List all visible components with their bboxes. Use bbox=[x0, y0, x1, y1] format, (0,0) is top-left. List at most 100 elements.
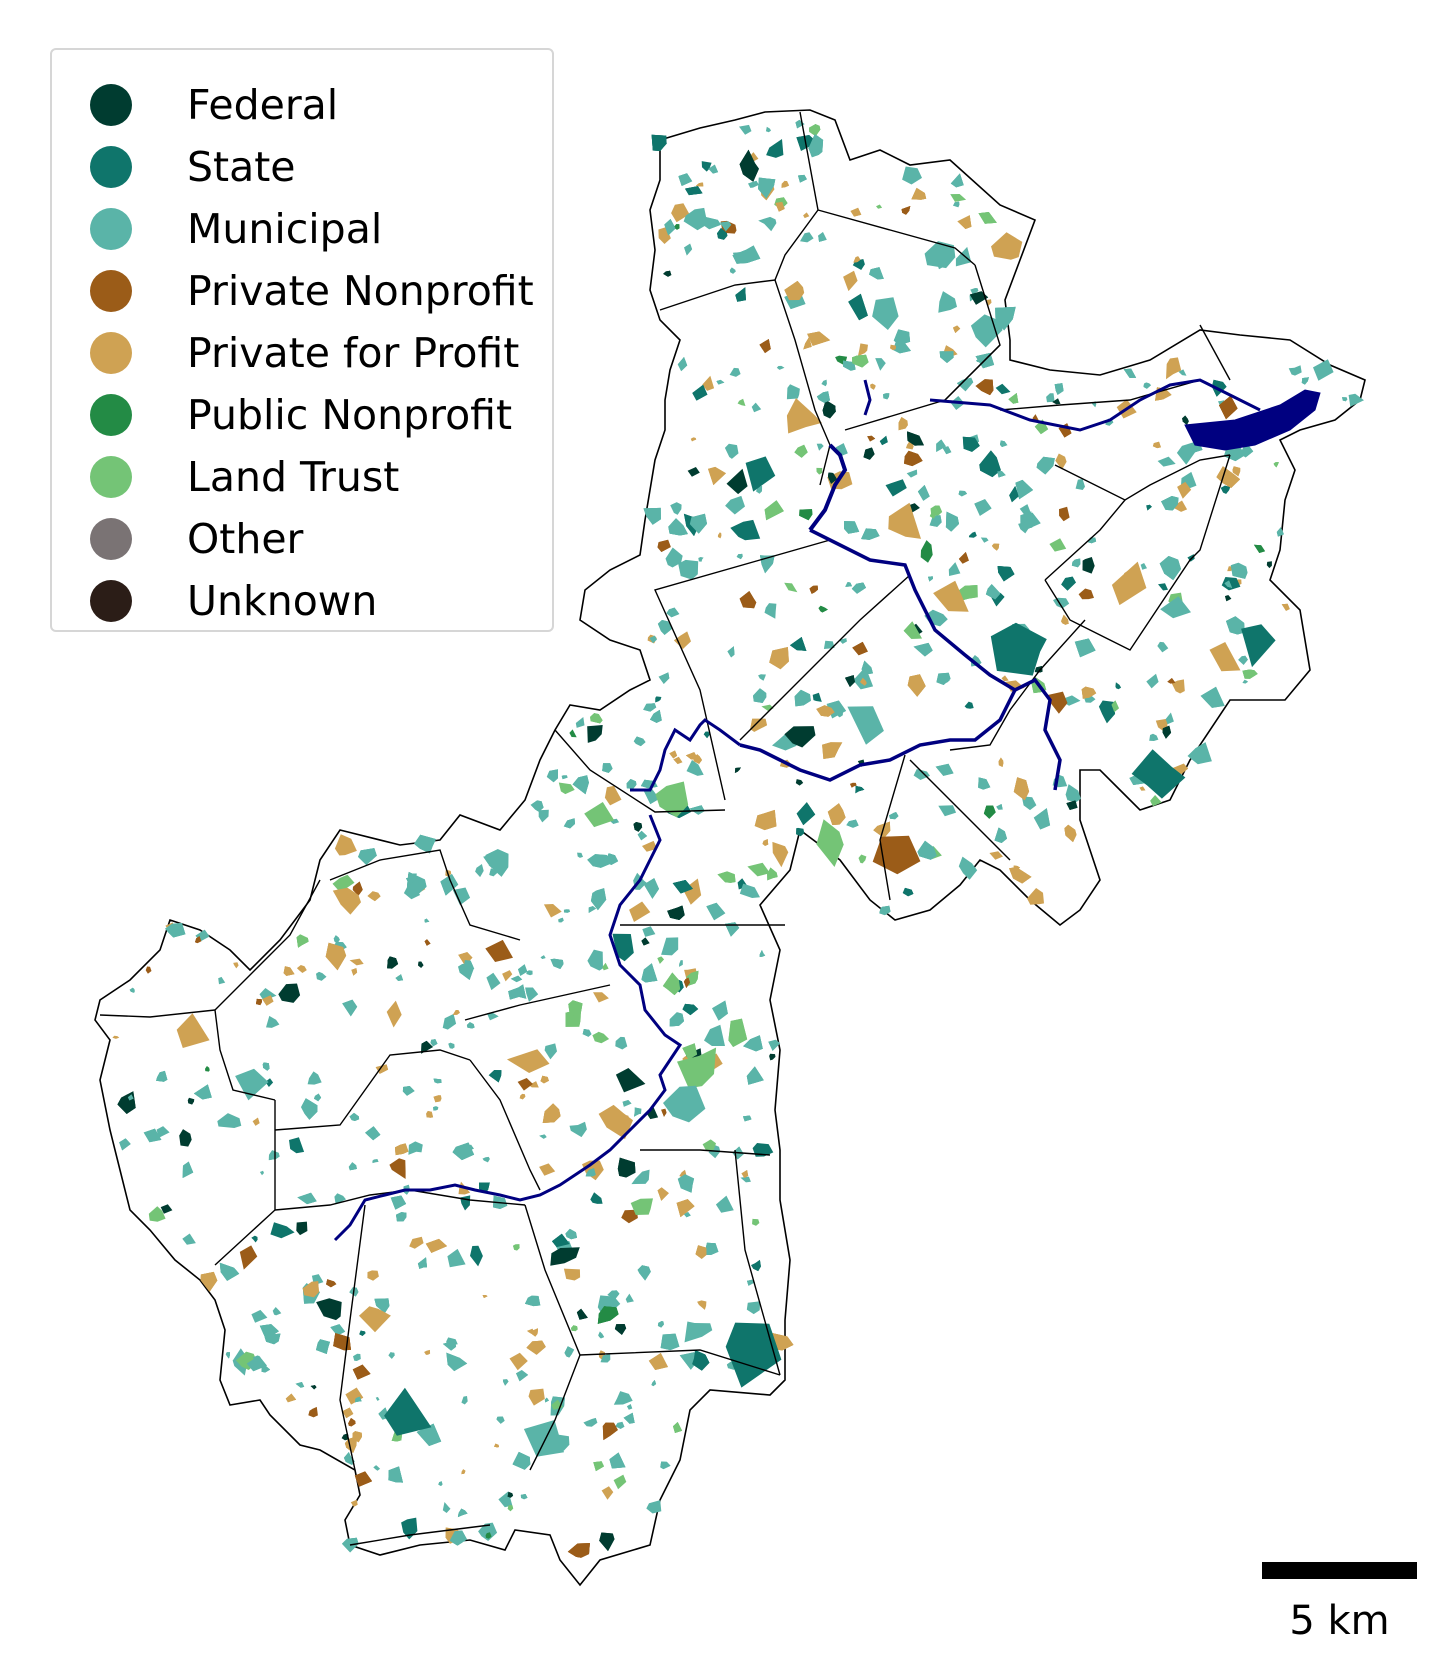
parcel bbox=[593, 1461, 604, 1472]
parcel bbox=[615, 1068, 646, 1093]
parcel bbox=[717, 228, 728, 240]
parcel bbox=[587, 725, 603, 743]
parcel bbox=[388, 1352, 395, 1359]
parcel bbox=[651, 134, 667, 151]
town-boundary bbox=[469, 1059, 541, 1191]
parcel bbox=[408, 1141, 423, 1155]
parcel bbox=[660, 1333, 680, 1351]
parcel bbox=[648, 1353, 668, 1370]
parcel bbox=[642, 926, 656, 937]
parcel bbox=[784, 280, 805, 301]
parcel bbox=[217, 1113, 242, 1128]
parcel bbox=[301, 1098, 318, 1120]
parcel bbox=[582, 1029, 592, 1037]
parcel bbox=[863, 447, 875, 460]
parcel bbox=[751, 1259, 761, 1272]
parcel bbox=[698, 557, 704, 562]
parcel bbox=[708, 466, 726, 486]
parcel bbox=[794, 689, 811, 707]
parcel bbox=[727, 646, 735, 658]
parcel bbox=[667, 905, 685, 920]
parcel bbox=[485, 939, 513, 962]
parcel bbox=[739, 149, 759, 182]
parcel bbox=[758, 674, 766, 681]
parcel bbox=[869, 267, 884, 280]
parcel bbox=[614, 1324, 627, 1335]
parcel bbox=[182, 1161, 194, 1178]
parcel bbox=[991, 543, 1000, 551]
parcel bbox=[563, 909, 571, 913]
parcel bbox=[995, 383, 1011, 395]
parcel bbox=[740, 1176, 751, 1183]
parcel bbox=[657, 1321, 664, 1328]
parcel bbox=[372, 1159, 379, 1164]
parcel bbox=[975, 379, 994, 396]
parcel bbox=[262, 1062, 270, 1071]
parcel bbox=[1149, 733, 1159, 741]
parcel bbox=[355, 1396, 362, 1403]
parcel bbox=[602, 962, 609, 971]
parcel bbox=[262, 995, 274, 1006]
parcel bbox=[631, 1169, 650, 1185]
parcel bbox=[758, 177, 776, 199]
town-boundary bbox=[640, 1149, 771, 1156]
parcel bbox=[395, 1143, 409, 1156]
town-boundary bbox=[529, 1354, 581, 1471]
parcel bbox=[349, 958, 364, 966]
parcel bbox=[658, 672, 670, 684]
parcel bbox=[979, 450, 1001, 478]
river bbox=[630, 718, 741, 792]
study-region-outline bbox=[94, 109, 1366, 1587]
parcel bbox=[417, 1257, 427, 1269]
parcel bbox=[642, 840, 658, 852]
parcel bbox=[706, 902, 726, 921]
parcel bbox=[424, 1349, 431, 1355]
legend-label: Municipal bbox=[187, 205, 383, 253]
parcel bbox=[195, 936, 202, 944]
parcel bbox=[332, 887, 361, 915]
parcel bbox=[182, 1233, 196, 1245]
parcel bbox=[225, 1352, 230, 1359]
parcel bbox=[552, 1233, 570, 1248]
legend-label: Federal bbox=[187, 81, 339, 129]
parcel bbox=[685, 752, 699, 760]
parcel bbox=[359, 1306, 391, 1333]
parcel bbox=[425, 1238, 448, 1253]
parcel bbox=[457, 1508, 468, 1518]
parcel bbox=[508, 984, 527, 1000]
parcel bbox=[767, 867, 778, 881]
parcel bbox=[1146, 504, 1152, 511]
parcel bbox=[418, 961, 424, 968]
parcel bbox=[316, 1339, 330, 1354]
parcel bbox=[750, 718, 767, 732]
parcel bbox=[1187, 554, 1195, 562]
parcel bbox=[259, 1170, 264, 1176]
parcel bbox=[739, 883, 760, 898]
parcel bbox=[913, 642, 933, 657]
river bbox=[808, 443, 848, 532]
parcel bbox=[1082, 557, 1095, 574]
parcel bbox=[661, 937, 679, 956]
parcel bbox=[784, 582, 798, 593]
parcel bbox=[845, 582, 852, 587]
parcel bbox=[597, 1306, 619, 1324]
parcel bbox=[851, 582, 866, 594]
parcel bbox=[1209, 642, 1241, 672]
parcel bbox=[1178, 369, 1187, 376]
parcel bbox=[278, 983, 301, 1003]
parcel bbox=[746, 1066, 764, 1085]
parcel bbox=[621, 1209, 638, 1224]
parcel bbox=[853, 666, 874, 690]
parcel bbox=[1162, 725, 1172, 739]
town-boundary bbox=[817, 209, 976, 266]
parcel bbox=[1241, 624, 1276, 668]
parcel bbox=[692, 384, 708, 401]
parcel bbox=[601, 1486, 614, 1500]
parcel bbox=[384, 1387, 432, 1436]
parcel bbox=[852, 641, 868, 656]
parcel bbox=[482, 1295, 488, 1298]
parcel bbox=[668, 518, 688, 536]
parcel bbox=[768, 1039, 781, 1051]
parcel bbox=[950, 194, 967, 202]
